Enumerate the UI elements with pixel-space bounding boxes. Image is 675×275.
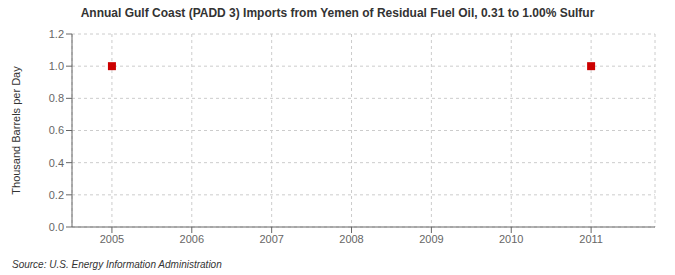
svg-text:1.0: 1.0 <box>49 60 64 72</box>
svg-text:Thousand Barrels per Day: Thousand Barrels per Day <box>10 66 22 195</box>
svg-text:0.4: 0.4 <box>49 157 64 169</box>
svg-text:2009: 2009 <box>419 233 443 245</box>
html-text:Annual Gulf Coast (PADD 3) Imp: Annual Gulf Coast (PADD 3) Imports from … <box>80 6 595 20</box>
svg-text:2010: 2010 <box>499 233 523 245</box>
svg-text:0.0: 0.0 <box>49 221 64 233</box>
svg-text:0.6: 0.6 <box>49 124 64 136</box>
svg-text:2007: 2007 <box>259 233 283 245</box>
svg-text:2006: 2006 <box>180 233 204 245</box>
html-text:Source: U.S. Energy Informatio: Source: U.S. Energy Information Administ… <box>12 259 222 270</box>
svg-text:2011: 2011 <box>579 233 603 245</box>
svg-text:1.2: 1.2 <box>49 28 64 40</box>
svg-text:2005: 2005 <box>100 233 124 245</box>
svg-text:0.8: 0.8 <box>49 92 64 104</box>
svg-text:2008: 2008 <box>339 233 363 245</box>
svg-text:0.2: 0.2 <box>49 189 64 201</box>
